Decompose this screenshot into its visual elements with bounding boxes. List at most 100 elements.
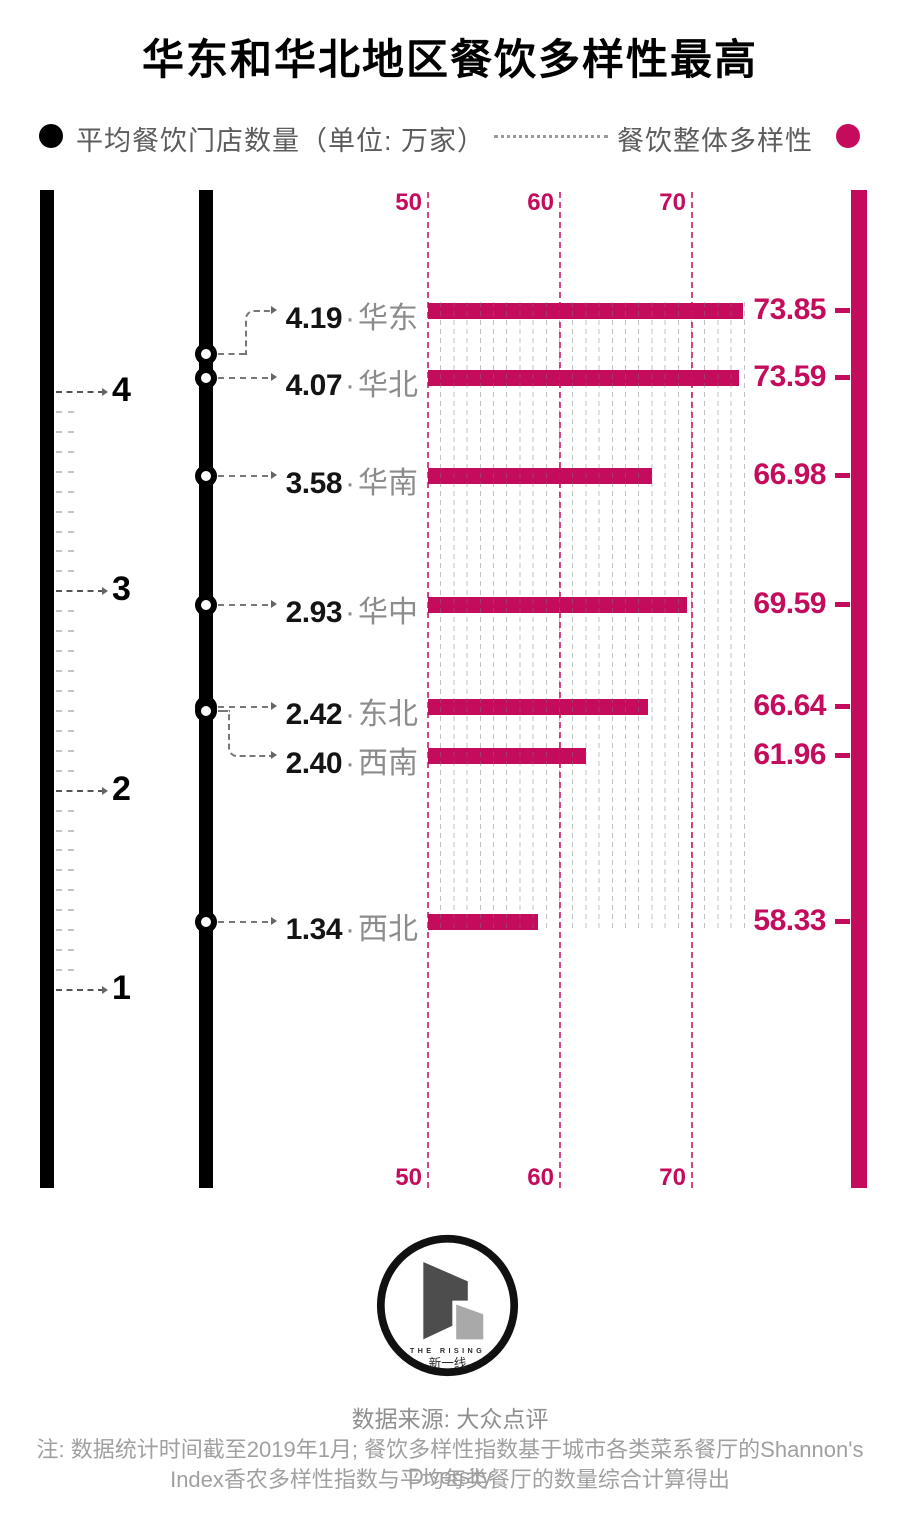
store-tick-label: 3	[112, 570, 131, 609]
store-major-tick	[56, 988, 104, 991]
region-name: 东北	[358, 697, 418, 731]
store-dot[interactable]	[195, 343, 217, 366]
store-minor-tick	[56, 689, 74, 692]
diversity-tick-top: 70	[659, 189, 686, 216]
store-dot[interactable]	[195, 911, 217, 934]
dot-connector	[218, 604, 268, 607]
diversity-bar[interactable]	[428, 597, 687, 614]
diversity-bar[interactable]	[428, 370, 740, 387]
store-tick-label: 1	[112, 968, 131, 1007]
row-label: 4.07 · 华北	[238, 360, 418, 404]
store-scale-axis	[40, 190, 54, 1188]
store-minor-tick	[56, 949, 74, 952]
diversity-axis-tick	[835, 602, 850, 608]
row-label: 1.34 · 西北	[238, 904, 418, 948]
footnote-line2: Index香农多样性指数与平均每类餐厅的数量综合计算得出	[170, 1467, 730, 1492]
store-major-tick	[56, 590, 104, 593]
diversity-value: 66.98	[753, 457, 826, 491]
row-label: 2.93 · 华中	[238, 587, 418, 631]
dot-connector-elbow	[228, 709, 273, 757]
separator: ·	[345, 596, 355, 630]
row-label: 4.19 · 华东	[238, 293, 418, 337]
store-value: 2.93	[285, 596, 343, 630]
store-dot[interactable]	[195, 464, 217, 487]
store-minor-tick	[56, 630, 74, 633]
store-dot[interactable]	[195, 367, 217, 390]
store-minor-tick	[56, 430, 74, 433]
svg-text:THE RISING: THE RISING	[410, 1346, 485, 1355]
store-minor-tick	[56, 809, 74, 812]
store-value: 2.42	[285, 697, 343, 731]
store-tick-label: 4	[112, 371, 131, 409]
store-value: 2.40	[285, 746, 343, 780]
store-value: 4.07	[285, 369, 343, 403]
store-minor-tick	[56, 969, 74, 972]
store-value: 1.34	[285, 913, 343, 947]
diversity-bar[interactable]	[428, 698, 648, 715]
store-tick-arrow-icon	[102, 587, 108, 596]
store-minor-tick	[56, 490, 74, 493]
store-tick-arrow-icon	[102, 985, 108, 994]
store-minor-tick	[56, 650, 74, 653]
store-value: 4.19	[285, 302, 343, 336]
region-name: 华中	[358, 596, 418, 630]
store-dot[interactable]	[195, 594, 217, 617]
store-minor-tick	[56, 610, 74, 613]
separator: ·	[345, 302, 355, 336]
store-minor-tick	[56, 570, 74, 573]
dot-connector-elbow	[245, 310, 273, 356]
separator: ·	[345, 369, 355, 403]
row-label: 2.40 · 西南	[238, 738, 418, 782]
store-minor-tick	[56, 849, 74, 852]
minor-gridlines	[428, 302, 748, 932]
store-minor-tick	[56, 670, 74, 673]
the-rising-logo-icon: THE RISING 新一线	[376, 1234, 519, 1377]
diversity-bar[interactable]	[428, 747, 586, 764]
region-name: 华北	[358, 369, 418, 403]
connector-arrow-icon	[271, 306, 277, 315]
store-dot[interactable]	[195, 699, 217, 722]
diversity-gridline-70	[691, 192, 693, 1188]
diversity-tick-top: 60	[527, 189, 554, 216]
page-title: 华东和华北地区餐饮多样性最高	[141, 36, 758, 83]
legend-diversity-dot-icon	[836, 124, 860, 148]
separator: ·	[345, 746, 355, 780]
diversity-value: 73.59	[753, 360, 826, 394]
diversity-value: 58.33	[753, 904, 826, 938]
diversity-axis-tick	[835, 375, 850, 381]
dot-connector	[218, 705, 268, 708]
separator: ·	[345, 913, 355, 947]
store-minor-tick	[56, 510, 74, 513]
diversity-axis-tick	[835, 308, 850, 314]
store-minor-tick	[56, 749, 74, 752]
diversity-value: 69.59	[753, 587, 826, 621]
diversity-axis-tick	[835, 919, 850, 925]
store-minor-tick	[56, 709, 74, 712]
diversity-bar[interactable]	[428, 914, 538, 931]
store-minor-tick	[56, 410, 74, 413]
diversity-axis-tick	[835, 752, 850, 758]
the-rising-logo[interactable]: THE RISING 新一线	[375, 1233, 520, 1378]
connector-arrow-icon	[271, 373, 277, 382]
store-minor-tick	[56, 869, 74, 872]
store-minor-tick	[56, 909, 74, 912]
store-tick-arrow-icon	[102, 388, 108, 396]
store-minor-tick	[56, 929, 74, 932]
store-tick-arrow-icon	[102, 786, 108, 795]
separator: ·	[345, 466, 355, 500]
diversity-bar[interactable]	[428, 467, 653, 484]
row-label: 2.42 · 东北	[238, 689, 418, 733]
legend-store-label: 平均餐饮门店数量（单位: 万家）	[76, 126, 486, 156]
svg-text:新一线: 新一线	[429, 1355, 467, 1370]
store-minor-tick	[56, 769, 74, 772]
store-minor-tick	[56, 470, 74, 473]
legend-leader-dots	[494, 135, 608, 138]
diversity-axis-tick	[835, 703, 850, 709]
diversity-gridline-60	[559, 192, 561, 1188]
connector-arrow-icon	[271, 701, 277, 710]
store-minor-tick	[56, 829, 74, 832]
diversity-bar[interactable]	[428, 303, 743, 320]
legend-diversity-label: 餐饮整体多样性	[617, 126, 813, 156]
dot-connector	[218, 353, 245, 356]
